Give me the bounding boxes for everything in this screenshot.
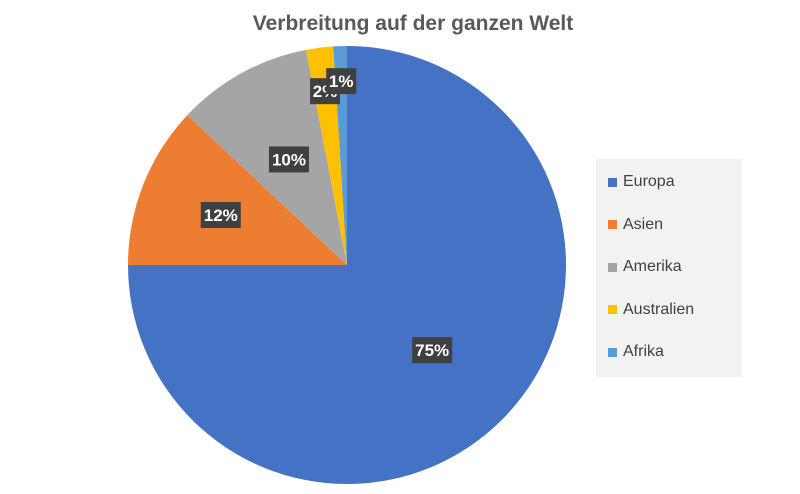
data-label-box bbox=[412, 337, 453, 364]
data-label-text: 10% bbox=[272, 150, 306, 169]
legend-item-europa: Europa bbox=[608, 172, 675, 192]
legend-item-asien: Asien bbox=[608, 215, 663, 235]
legend-label: Europa bbox=[623, 173, 675, 190]
legend-label: Amerika bbox=[623, 258, 682, 275]
data-label-asien: 12% bbox=[200, 202, 241, 229]
data-label-text: 75% bbox=[415, 341, 449, 360]
legend-swatch bbox=[608, 220, 617, 229]
data-label-text: 1% bbox=[329, 72, 354, 91]
pie-slice-asien bbox=[128, 115, 347, 265]
legend-label: Afrika bbox=[623, 343, 664, 360]
legend-label: Asien bbox=[623, 215, 664, 233]
pie-slice-amerika bbox=[187, 49, 347, 266]
chart-title: Verbreitung auf der ganzen Welt bbox=[252, 12, 574, 35]
legend-swatch bbox=[608, 347, 617, 357]
legend-item-amerika: Amerika bbox=[608, 257, 682, 277]
data-label-europa: 75% bbox=[412, 337, 453, 364]
legend-item-afrika: Afrika bbox=[608, 342, 664, 362]
data-label-afrika: 1% bbox=[326, 68, 357, 95]
data-label-box bbox=[268, 146, 309, 173]
data-label-box bbox=[326, 68, 357, 95]
legend-swatch bbox=[608, 177, 617, 187]
legend-item-australien: Australien bbox=[608, 300, 694, 320]
legend-label: Australien bbox=[623, 300, 695, 318]
data-label-text: 12% bbox=[204, 206, 238, 225]
legend-swatch bbox=[608, 262, 617, 272]
data-label-box bbox=[200, 202, 241, 229]
legend: Europa Asien Amerika Australien Afrika bbox=[596, 159, 742, 377]
legend-swatch bbox=[608, 305, 617, 314]
data-label-amerika: 10% bbox=[268, 146, 309, 173]
